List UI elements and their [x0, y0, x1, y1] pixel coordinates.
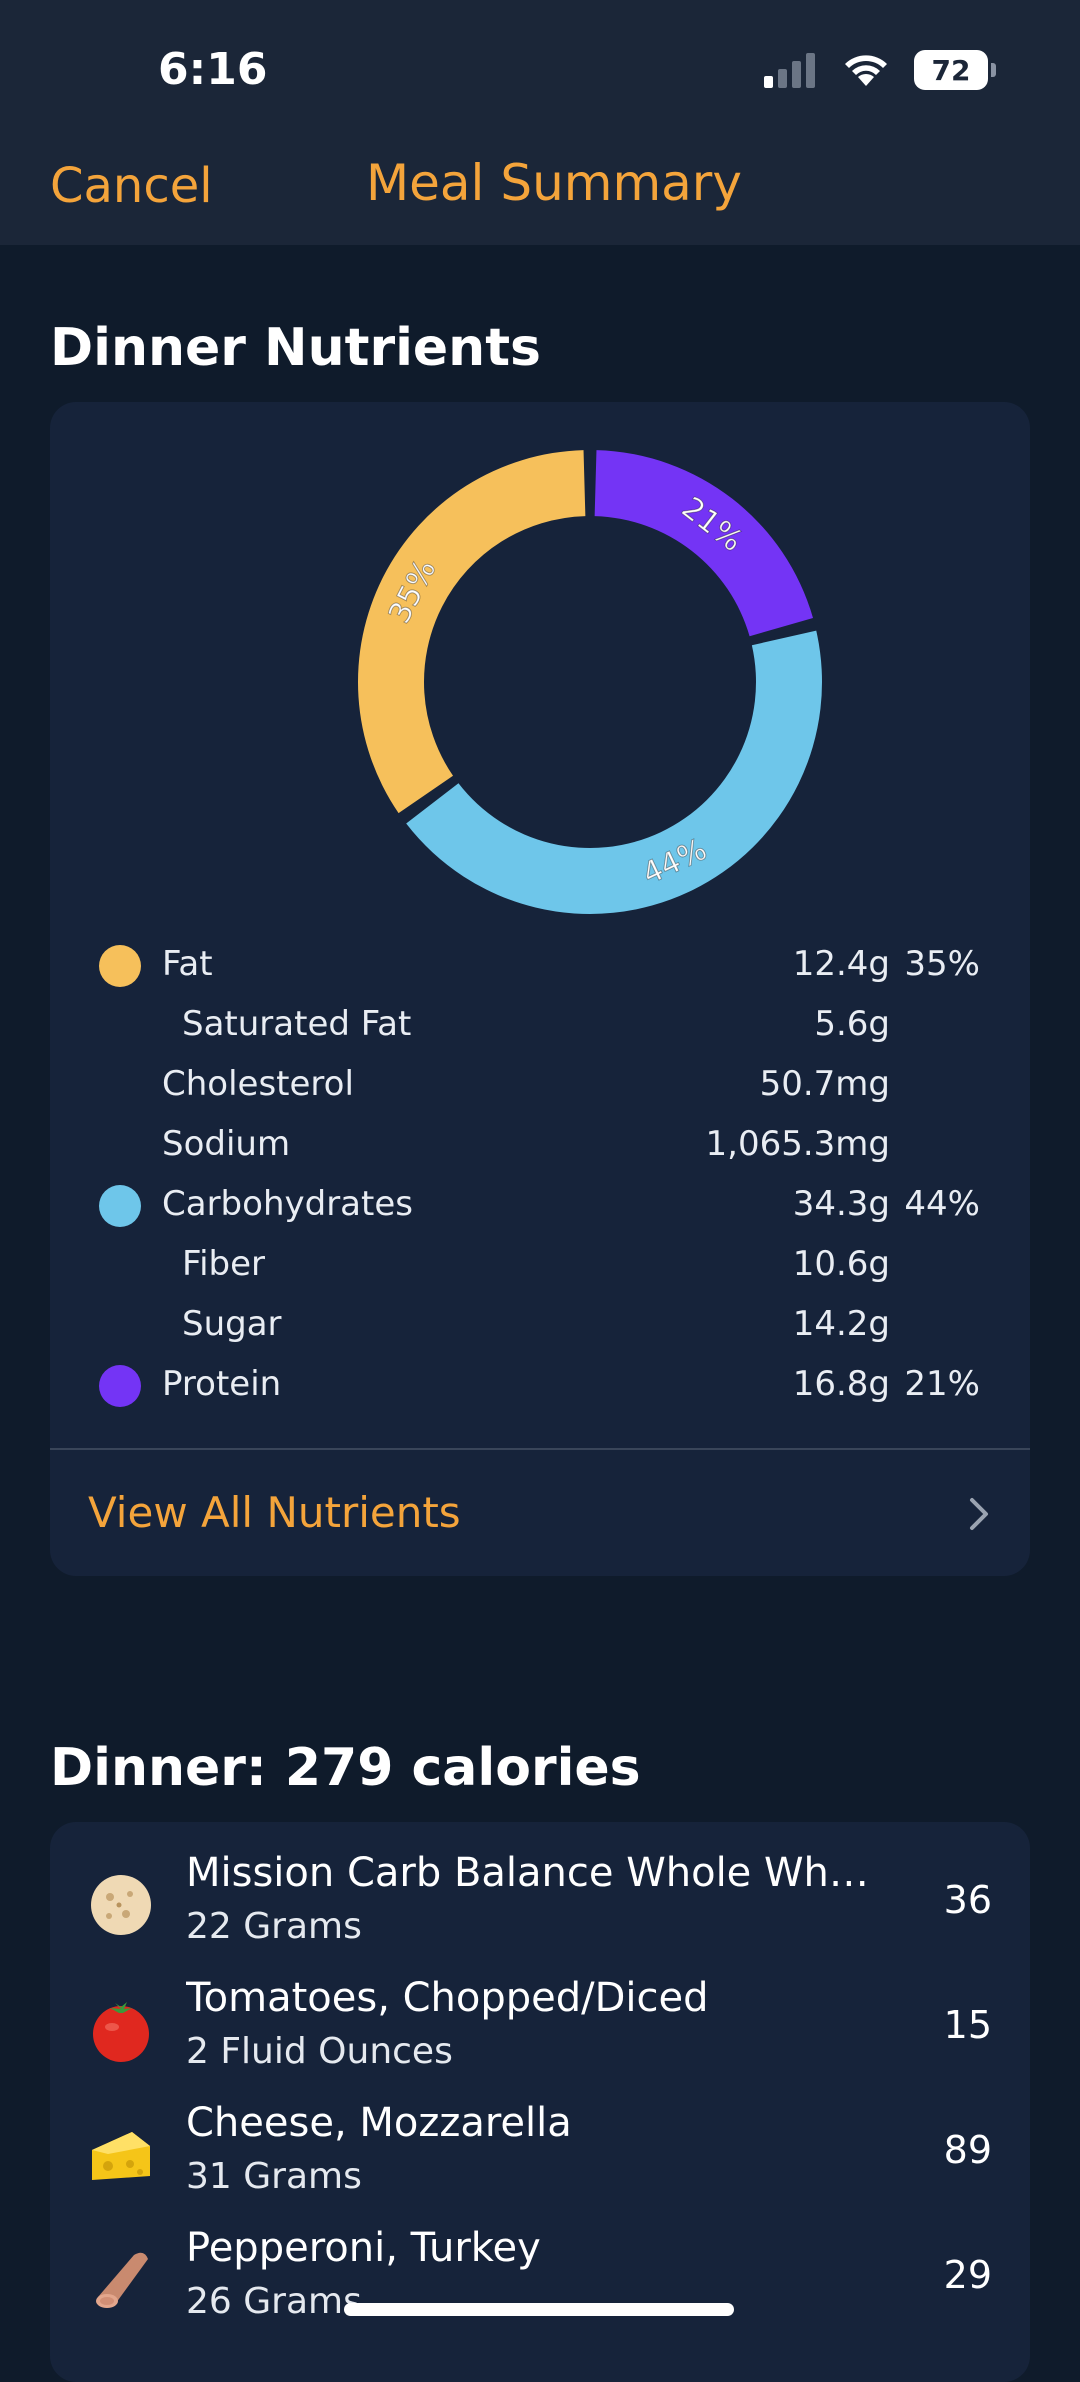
food-name: Mission Carb Balance Whole Wheat T...: [186, 1850, 886, 1896]
status-bar: 6:16 72: [0, 0, 1080, 140]
cellular-signal-icon: [764, 53, 815, 88]
chevron-right-icon: [970, 1498, 988, 1530]
donut-segment-fat: [357, 450, 586, 814]
status-icons: 72: [762, 50, 996, 90]
nutrient-row-saturated-fat: Saturated Fat 5.6g: [50, 996, 1030, 1056]
nutrient-amount: 50.7mg: [759, 1064, 890, 1104]
view-all-nutrients-label: View All Nutrients: [88, 1488, 461, 1537]
nutrient-percent: 44%: [904, 1184, 980, 1224]
nutrient-row-sugar: Sugar 14.2g: [50, 1296, 1030, 1356]
food-list-card: Mission Carb Balance Whole Wheat T... 22…: [50, 1822, 1030, 2382]
macro-donut-chart: 21%44%35%: [357, 450, 822, 915]
dinner-calories-title: Dinner: 279 calories: [50, 1738, 641, 1798]
nutrient-amount: 16.8g: [792, 1364, 890, 1404]
tortilla-icon: [91, 1875, 151, 1935]
nutrients-section-title: Dinner Nutrients: [50, 318, 542, 378]
wifi-icon: [845, 55, 887, 86]
nutrient-row-protein: Protein 16.8g 21%: [50, 1356, 1030, 1416]
food-item[interactable]: Cheese, Mozzarella 31 Grams 89: [50, 2092, 1030, 2217]
nutrient-amount: 12.4g: [792, 944, 890, 984]
nutrient-label: Fiber: [182, 1244, 266, 1284]
pepperoni-icon: [96, 2252, 148, 2308]
battery-indicator: 72: [914, 50, 996, 90]
nutrients-card: 21% 44% 35% Fat 12.4g 35% Saturated Fat 5.…: [50, 402, 1030, 1576]
nutrient-row-sodium: Sodium 1,065.3mg: [50, 1116, 1030, 1176]
card-divider: [50, 1448, 1030, 1450]
food-item[interactable]: Mission Carb Balance Whole Wheat T... 22…: [50, 1842, 1030, 1967]
food-name: Tomatoes, Chopped/Diced: [186, 1975, 709, 2021]
food-name: Cheese, Mozzarella: [186, 2100, 572, 2146]
food-quantity: 22 Grams: [186, 1906, 362, 1947]
nutrient-label: Saturated Fat: [182, 1004, 412, 1044]
page-title: Meal Summary: [366, 154, 742, 212]
nutrient-percent: 35%: [904, 944, 980, 984]
food-calories: 29: [943, 2253, 992, 2297]
nutrient-amount: 1,065.3mg: [705, 1124, 890, 1164]
food-item[interactable]: Tomatoes, Chopped/Diced 2 Fluid Ounces 1…: [50, 1967, 1030, 2092]
nutrient-label: Carbohydrates: [162, 1184, 413, 1224]
fat-color-dot: [99, 945, 141, 987]
tomato-icon: [93, 2002, 149, 2062]
donut-segment-carbohydrates: [406, 630, 822, 915]
nutrient-percent: 21%: [904, 1364, 980, 1404]
food-calories: 89: [943, 2128, 992, 2172]
carbohydrates-color-dot: [99, 1185, 141, 1227]
home-indicator[interactable]: [344, 2303, 734, 2316]
nutrient-row-cholesterol: Cholesterol 50.7mg: [50, 1056, 1030, 1116]
nutrient-label: Protein: [162, 1364, 282, 1404]
food-quantity: 26 Grams: [186, 2281, 362, 2322]
battery-level: 72: [931, 53, 971, 87]
view-all-nutrients-button[interactable]: View All Nutrients: [50, 1450, 1030, 1576]
nutrient-label: Sugar: [182, 1304, 282, 1344]
status-time: 6:16: [158, 44, 268, 95]
food-calories: 36: [943, 1878, 992, 1922]
nutrient-label: Cholesterol: [162, 1064, 354, 1104]
nutrient-amount: 34.3g: [792, 1184, 890, 1224]
battery-nub: [991, 63, 996, 77]
food-quantity: 2 Fluid Ounces: [186, 2031, 453, 2072]
protein-color-dot: [99, 1365, 141, 1407]
food-quantity: 31 Grams: [186, 2156, 362, 2197]
nutrient-row-carbohydrates: Carbohydrates 34.3g 44%: [50, 1176, 1030, 1236]
nutrient-label: Sodium: [162, 1124, 291, 1164]
nutrient-amount: 10.6g: [792, 1244, 890, 1284]
donut-segment-protein: [594, 450, 814, 637]
nutrient-amount: 14.2g: [792, 1304, 890, 1344]
nutrient-amount: 5.6g: [814, 1004, 890, 1044]
food-item[interactable]: Pepperoni, Turkey 26 Grams 29: [50, 2217, 1030, 2342]
food-calories: 15: [943, 2003, 992, 2047]
nav-bar: Cancel Meal Summary: [0, 140, 1080, 245]
nutrient-label: Fat: [162, 944, 213, 984]
cheese-icon: [92, 2132, 150, 2180]
nutrient-row-fiber: Fiber 10.6g: [50, 1236, 1030, 1296]
nutrient-row-fat: Fat 12.4g 35%: [50, 936, 1030, 996]
cancel-button[interactable]: Cancel: [50, 158, 213, 214]
food-name: Pepperoni, Turkey: [186, 2225, 541, 2271]
